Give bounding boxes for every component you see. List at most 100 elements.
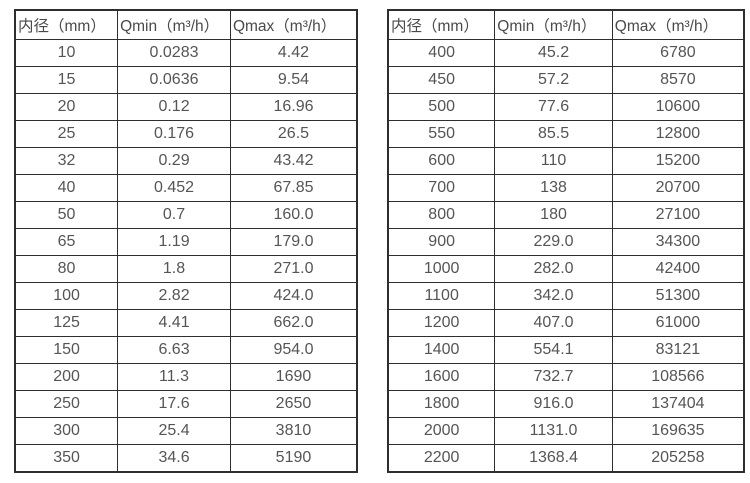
data-cell: 1000	[387, 255, 496, 283]
column-header: Qmax（m³/h）	[611, 9, 745, 40]
data-cell: 2650	[229, 390, 358, 418]
data-cell: 800	[387, 201, 496, 229]
header-row: 内径（mm） Qmin（m³/h） Qmax（m³/h）	[387, 9, 745, 40]
data-cell: 954.0	[229, 336, 358, 364]
table-row: 1000 282.0 42400	[387, 255, 745, 283]
table-row: 2200 1368.4 205258	[387, 444, 745, 473]
table-row: 125 4.41 662.0	[14, 309, 358, 337]
data-cell: 205258	[611, 444, 745, 473]
data-cell: 16.96	[229, 93, 358, 121]
data-cell: 0.12	[117, 93, 231, 121]
data-cell: 40	[14, 174, 119, 202]
flow-table-small-diameters: 内径（mm） Qmin（m³/h） Qmax（m³/h） 10 0.0283 4.42 1…	[14, 9, 358, 473]
data-cell: 1131.0	[494, 417, 613, 445]
data-cell: 50	[14, 201, 119, 229]
column-header: Qmax（m³/h）	[229, 9, 358, 40]
data-cell: 350	[14, 444, 119, 473]
table-row: 900 229.0 34300	[387, 228, 745, 256]
column-header: Qmin（m³/h）	[494, 9, 613, 40]
data-cell: 1600	[387, 363, 496, 391]
data-cell: 1800	[387, 390, 496, 418]
data-cell: 20	[14, 93, 119, 121]
data-cell: 1100	[387, 282, 496, 310]
data-cell: 282.0	[494, 255, 613, 283]
data-cell: 150	[14, 336, 119, 364]
data-cell: 20700	[611, 174, 745, 202]
table-row: 300 25.4 3810	[14, 417, 358, 445]
data-cell: 1.19	[117, 228, 231, 256]
data-cell: 4.41	[117, 309, 231, 337]
table-row: 800 180 27100	[387, 201, 745, 229]
data-cell: 0.7	[117, 201, 231, 229]
data-cell: 916.0	[494, 390, 613, 418]
data-cell: 77.6	[494, 93, 613, 121]
data-cell: 400	[387, 39, 496, 67]
header-row: 内径（mm） Qmin（m³/h） Qmax（m³/h）	[14, 9, 358, 40]
table-row: 1200 407.0 61000	[387, 309, 745, 337]
table-row: 350 34.6 5190	[14, 444, 358, 473]
table-row: 25 0.176 26.5	[14, 120, 358, 148]
data-cell: 57.2	[494, 66, 613, 94]
data-cell: 1690	[229, 363, 358, 391]
data-cell: 15	[14, 66, 119, 94]
table-row: 50 0.7 160.0	[14, 201, 358, 229]
table-row: 32 0.29 43.42	[14, 147, 358, 175]
table-row: 1100 342.0 51300	[387, 282, 745, 310]
data-cell: 554.1	[494, 336, 613, 364]
table-row: 550 85.5 12800	[387, 120, 745, 148]
data-cell: 137404	[611, 390, 745, 418]
data-cell: 2.82	[117, 282, 231, 310]
data-cell: 700	[387, 174, 496, 202]
table-row: 200 11.3 1690	[14, 363, 358, 391]
data-cell: 0.0283	[117, 39, 231, 67]
table-row: 100 2.82 424.0	[14, 282, 358, 310]
table-row: 600 110 15200	[387, 147, 745, 175]
table-row: 2000 1131.0 169635	[387, 417, 745, 445]
data-cell: 9.54	[229, 66, 358, 94]
table-row: 15 0.0636 9.54	[14, 66, 358, 94]
table-row: 20 0.12 16.96	[14, 93, 358, 121]
data-cell: 12800	[611, 120, 745, 148]
data-cell: 250	[14, 390, 119, 418]
flow-table-large-diameters: 内径（mm） Qmin（m³/h） Qmax（m³/h） 400 45.2 6780 45…	[387, 9, 745, 473]
table-row: 150 6.63 954.0	[14, 336, 358, 364]
data-cell: 169635	[611, 417, 745, 445]
data-cell: 32	[14, 147, 119, 175]
data-cell: 179.0	[229, 228, 358, 256]
data-cell: 180	[494, 201, 613, 229]
data-cell: 8570	[611, 66, 745, 94]
data-cell: 600	[387, 147, 496, 175]
data-cell: 1.8	[117, 255, 231, 283]
data-cell: 0.452	[117, 174, 231, 202]
data-cell: 271.0	[229, 255, 358, 283]
data-cell: 6780	[611, 39, 745, 67]
data-cell: 10600	[611, 93, 745, 121]
data-cell: 6.63	[117, 336, 231, 364]
data-cell: 110	[494, 147, 613, 175]
data-cell: 83121	[611, 336, 745, 364]
data-cell: 1400	[387, 336, 496, 364]
data-cell: 125	[14, 309, 119, 337]
data-cell: 100	[14, 282, 119, 310]
data-cell: 43.42	[229, 147, 358, 175]
data-cell: 61000	[611, 309, 745, 337]
data-cell: 85.5	[494, 120, 613, 148]
data-cell: 10	[14, 39, 119, 67]
table-row: 1400 554.1 83121	[387, 336, 745, 364]
table-row: 10 0.0283 4.42	[14, 39, 358, 67]
data-cell: 138	[494, 174, 613, 202]
data-cell: 500	[387, 93, 496, 121]
column-header: 内径（mm）	[14, 9, 119, 40]
data-cell: 2000	[387, 417, 496, 445]
data-cell: 450	[387, 66, 496, 94]
table-row: 40 0.452 67.85	[14, 174, 358, 202]
data-cell: 0.0636	[117, 66, 231, 94]
table-row: 65 1.19 179.0	[14, 228, 358, 256]
data-cell: 2200	[387, 444, 496, 473]
data-cell: 0.29	[117, 147, 231, 175]
data-cell: 3810	[229, 417, 358, 445]
data-cell: 662.0	[229, 309, 358, 337]
data-cell: 1368.4	[494, 444, 613, 473]
data-cell: 51300	[611, 282, 745, 310]
